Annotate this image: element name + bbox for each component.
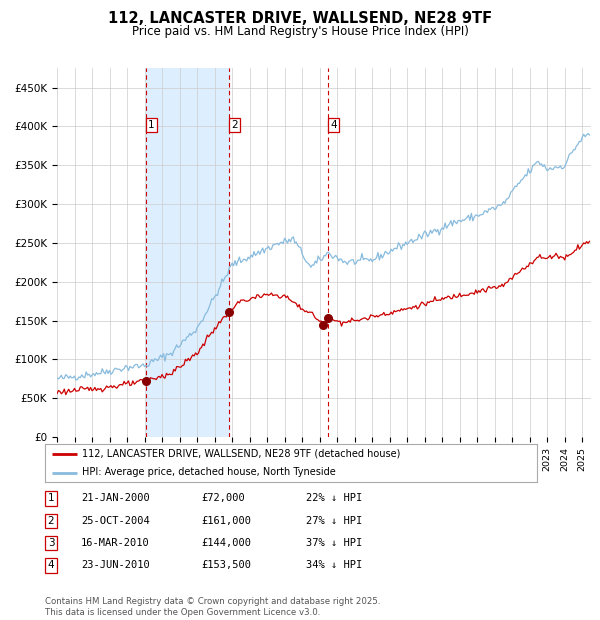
Text: 16-MAR-2010: 16-MAR-2010 (81, 538, 150, 548)
Text: 37% ↓ HPI: 37% ↓ HPI (306, 538, 362, 548)
Text: 3: 3 (47, 538, 55, 548)
Text: Price paid vs. HM Land Registry's House Price Index (HPI): Price paid vs. HM Land Registry's House … (131, 25, 469, 38)
Bar (146, 68, 229, 437)
Text: 4: 4 (330, 120, 337, 130)
Text: 27% ↓ HPI: 27% ↓ HPI (306, 516, 362, 526)
Text: 21-JAN-2000: 21-JAN-2000 (81, 494, 150, 503)
Text: HPI: Average price, detached house, North Tyneside: HPI: Average price, detached house, Nort… (82, 467, 335, 477)
Text: £161,000: £161,000 (201, 516, 251, 526)
Text: Contains HM Land Registry data © Crown copyright and database right 2025.
This d: Contains HM Land Registry data © Crown c… (45, 598, 380, 617)
Text: 2: 2 (231, 120, 238, 130)
Text: 4: 4 (47, 560, 55, 570)
Text: £153,500: £153,500 (201, 560, 251, 570)
Text: 1: 1 (47, 494, 55, 503)
Text: 23-JUN-2010: 23-JUN-2010 (81, 560, 150, 570)
Text: 2: 2 (47, 516, 55, 526)
Text: 112, LANCASTER DRIVE, WALLSEND, NE28 9TF (detached house): 112, LANCASTER DRIVE, WALLSEND, NE28 9TF… (82, 448, 400, 458)
Text: 25-OCT-2004: 25-OCT-2004 (81, 516, 150, 526)
Text: 22% ↓ HPI: 22% ↓ HPI (306, 494, 362, 503)
Text: 34% ↓ HPI: 34% ↓ HPI (306, 560, 362, 570)
Text: 1: 1 (148, 120, 154, 130)
Text: £72,000: £72,000 (201, 494, 245, 503)
Text: 112, LANCASTER DRIVE, WALLSEND, NE28 9TF: 112, LANCASTER DRIVE, WALLSEND, NE28 9TF (108, 11, 492, 26)
Text: £144,000: £144,000 (201, 538, 251, 548)
